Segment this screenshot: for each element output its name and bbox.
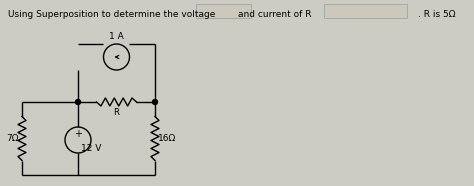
Text: R: R — [114, 108, 119, 117]
Text: 1 A: 1 A — [109, 32, 124, 41]
Text: 12 V: 12 V — [81, 144, 101, 153]
Text: +: + — [74, 129, 82, 139]
Text: 7Ω: 7Ω — [7, 134, 19, 143]
Bar — [324, 4, 407, 18]
Text: . R is 5Ω: . R is 5Ω — [418, 10, 456, 19]
Text: Using Superposition to determine the voltage: Using Superposition to determine the vol… — [8, 10, 215, 19]
Bar — [196, 4, 251, 18]
Text: 16Ω: 16Ω — [158, 134, 176, 143]
Circle shape — [75, 100, 81, 105]
Circle shape — [153, 100, 157, 105]
Text: and current of R: and current of R — [238, 10, 311, 19]
